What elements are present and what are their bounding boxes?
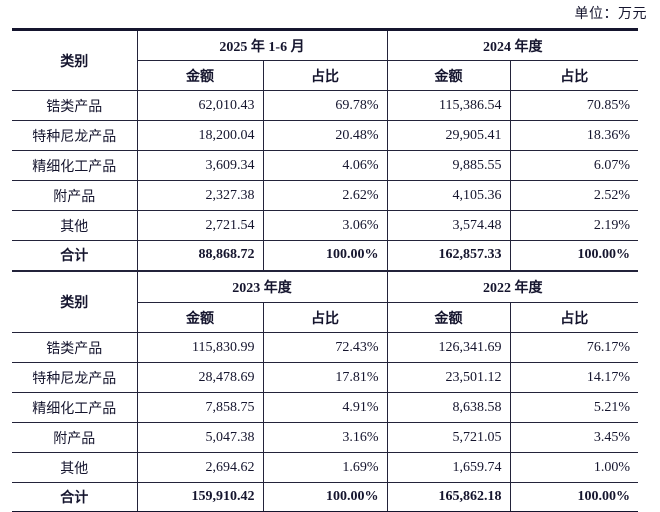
revenue-tables: 类别 2025 年 1-6 月 2024 年度 金额 占比 金额 占比 锆类产品… <box>12 28 639 512</box>
amount-cell: 2,721.54 <box>136 210 263 241</box>
revenue-table-2025-2024: 类别 2025 年 1-6 月 2024 年度 金额 占比 金额 占比 锆类产品… <box>12 28 639 272</box>
period-header-row: 类别 2025 年 1-6 月 2024 年度 <box>12 29 639 91</box>
amount-cell: 126,341.69 <box>386 332 510 363</box>
amount-cell: 23,501.12 <box>386 362 510 393</box>
category-cell: 特种尼龙产品 <box>12 362 137 393</box>
percent-cell: 5.21% <box>509 392 638 423</box>
percent-cell: 3.16% <box>262 422 387 453</box>
amount-header: 金额 <box>136 60 263 91</box>
period-header-2025h1: 2025 年 1-6 月 <box>136 29 388 61</box>
percent-cell: 76.17% <box>509 332 638 363</box>
table-row: 特种尼龙产品 28,478.69 17.81% 23,501.12 14.17% <box>12 362 638 393</box>
total-amount-cell: 88,868.72 <box>136 240 263 272</box>
amount-cell: 5,721.05 <box>386 422 510 453</box>
category-cell: 其他 <box>12 210 137 241</box>
amount-cell: 5,047.38 <box>136 422 263 453</box>
amount-cell: 29,905.41 <box>386 120 511 151</box>
total-percent-cell: 100.00% <box>262 240 388 272</box>
total-amount-cell: 162,857.33 <box>386 240 511 272</box>
category-cell: 精细化工产品 <box>12 392 137 423</box>
ratio-header: 占比 <box>509 302 638 333</box>
percent-cell: 2.19% <box>509 210 639 241</box>
sub-header-row: 金额 占比 金额 占比 <box>12 60 639 91</box>
ratio-header: 占比 <box>262 60 388 91</box>
amount-cell: 115,386.54 <box>386 90 511 121</box>
period-header-2022: 2022 年度 <box>386 271 638 303</box>
percent-cell: 70.85% <box>509 90 639 121</box>
category-cell: 附产品 <box>12 422 137 453</box>
table-row: 附产品 2,327.38 2.62% 4,105.36 2.52% <box>12 180 639 211</box>
amount-cell: 9,885.55 <box>386 150 511 181</box>
total-amount-cell: 165,862.18 <box>386 482 510 512</box>
amount-cell: 3,609.34 <box>136 150 263 181</box>
amount-cell: 62,010.43 <box>136 90 263 121</box>
category-cell: 特种尼龙产品 <box>12 120 137 151</box>
total-percent-cell: 100.00% <box>509 482 638 512</box>
category-column-header: 类别 <box>12 271 137 333</box>
table-row: 精细化工产品 3,609.34 4.06% 9,885.55 6.07% <box>12 150 639 181</box>
category-cell: 其他 <box>12 452 137 483</box>
category-cell: 锆类产品 <box>12 332 137 363</box>
total-amount-cell: 159,910.42 <box>136 482 263 512</box>
category-cell: 精细化工产品 <box>12 150 137 181</box>
total-label-cell: 合计 <box>12 240 137 272</box>
revenue-table-2023-2022: 类别 2023 年度 2022 年度 金额 占比 金额 占比 锆类产品 115,… <box>12 271 638 512</box>
percent-cell: 2.62% <box>262 180 388 211</box>
percent-cell: 3.06% <box>262 210 388 241</box>
period-header-2023: 2023 年度 <box>136 271 387 303</box>
category-column-header: 类别 <box>12 29 137 91</box>
percent-cell: 20.48% <box>262 120 388 151</box>
total-row: 合计 88,868.72 100.00% 162,857.33 100.00% <box>12 240 639 272</box>
amount-cell: 28,478.69 <box>136 362 263 393</box>
percent-cell: 2.52% <box>509 180 639 211</box>
amount-cell: 7,858.75 <box>136 392 263 423</box>
percent-cell: 18.36% <box>509 120 639 151</box>
amount-cell: 8,638.58 <box>386 392 510 423</box>
percent-cell: 3.45% <box>509 422 638 453</box>
amount-cell: 18,200.04 <box>136 120 263 151</box>
unit-label: 单位：万元 <box>574 7 647 22</box>
ratio-header: 占比 <box>509 60 639 91</box>
table-row: 锆类产品 62,010.43 69.78% 115,386.54 70.85% <box>12 90 639 121</box>
ratio-header: 占比 <box>262 302 387 333</box>
amount-cell: 2,327.38 <box>136 180 263 211</box>
category-cell: 锆类产品 <box>12 90 137 121</box>
percent-cell: 4.06% <box>262 150 388 181</box>
percent-cell: 72.43% <box>262 332 387 363</box>
percent-cell: 4.91% <box>262 392 387 423</box>
table-row: 附产品 5,047.38 3.16% 5,721.05 3.45% <box>12 422 638 453</box>
table-row: 精细化工产品 7,858.75 4.91% 8,638.58 5.21% <box>12 392 638 423</box>
amount-cell: 1,659.74 <box>386 452 510 483</box>
table-row: 特种尼龙产品 18,200.04 20.48% 29,905.41 18.36% <box>12 120 639 151</box>
percent-cell: 17.81% <box>262 362 387 393</box>
table-row: 其他 2,721.54 3.06% 3,574.48 2.19% <box>12 210 639 241</box>
amount-header: 金额 <box>386 302 510 333</box>
period-header-row: 类别 2023 年度 2022 年度 <box>12 271 638 333</box>
total-percent-cell: 100.00% <box>509 240 639 272</box>
period-header-2024: 2024 年度 <box>386 29 639 61</box>
total-label-cell: 合计 <box>12 482 137 512</box>
amount-header: 金额 <box>386 60 511 91</box>
amount-cell: 3,574.48 <box>386 210 511 241</box>
table-row: 其他 2,694.62 1.69% 1,659.74 1.00% <box>12 452 638 483</box>
total-percent-cell: 100.00% <box>262 482 387 512</box>
percent-cell: 1.00% <box>509 452 638 483</box>
table-row: 锆类产品 115,830.99 72.43% 126,341.69 76.17% <box>12 332 638 363</box>
percent-cell: 6.07% <box>509 150 639 181</box>
amount-header: 金额 <box>136 302 263 333</box>
percent-cell: 14.17% <box>509 362 638 393</box>
amount-cell: 4,105.36 <box>386 180 511 211</box>
sub-header-row: 金额 占比 金额 占比 <box>12 302 638 333</box>
percent-cell: 69.78% <box>262 90 388 121</box>
category-cell: 附产品 <box>12 180 137 211</box>
total-row: 合计 159,910.42 100.00% 165,862.18 100.00% <box>12 482 638 512</box>
amount-cell: 2,694.62 <box>136 452 263 483</box>
percent-cell: 1.69% <box>262 452 387 483</box>
amount-cell: 115,830.99 <box>136 332 263 363</box>
